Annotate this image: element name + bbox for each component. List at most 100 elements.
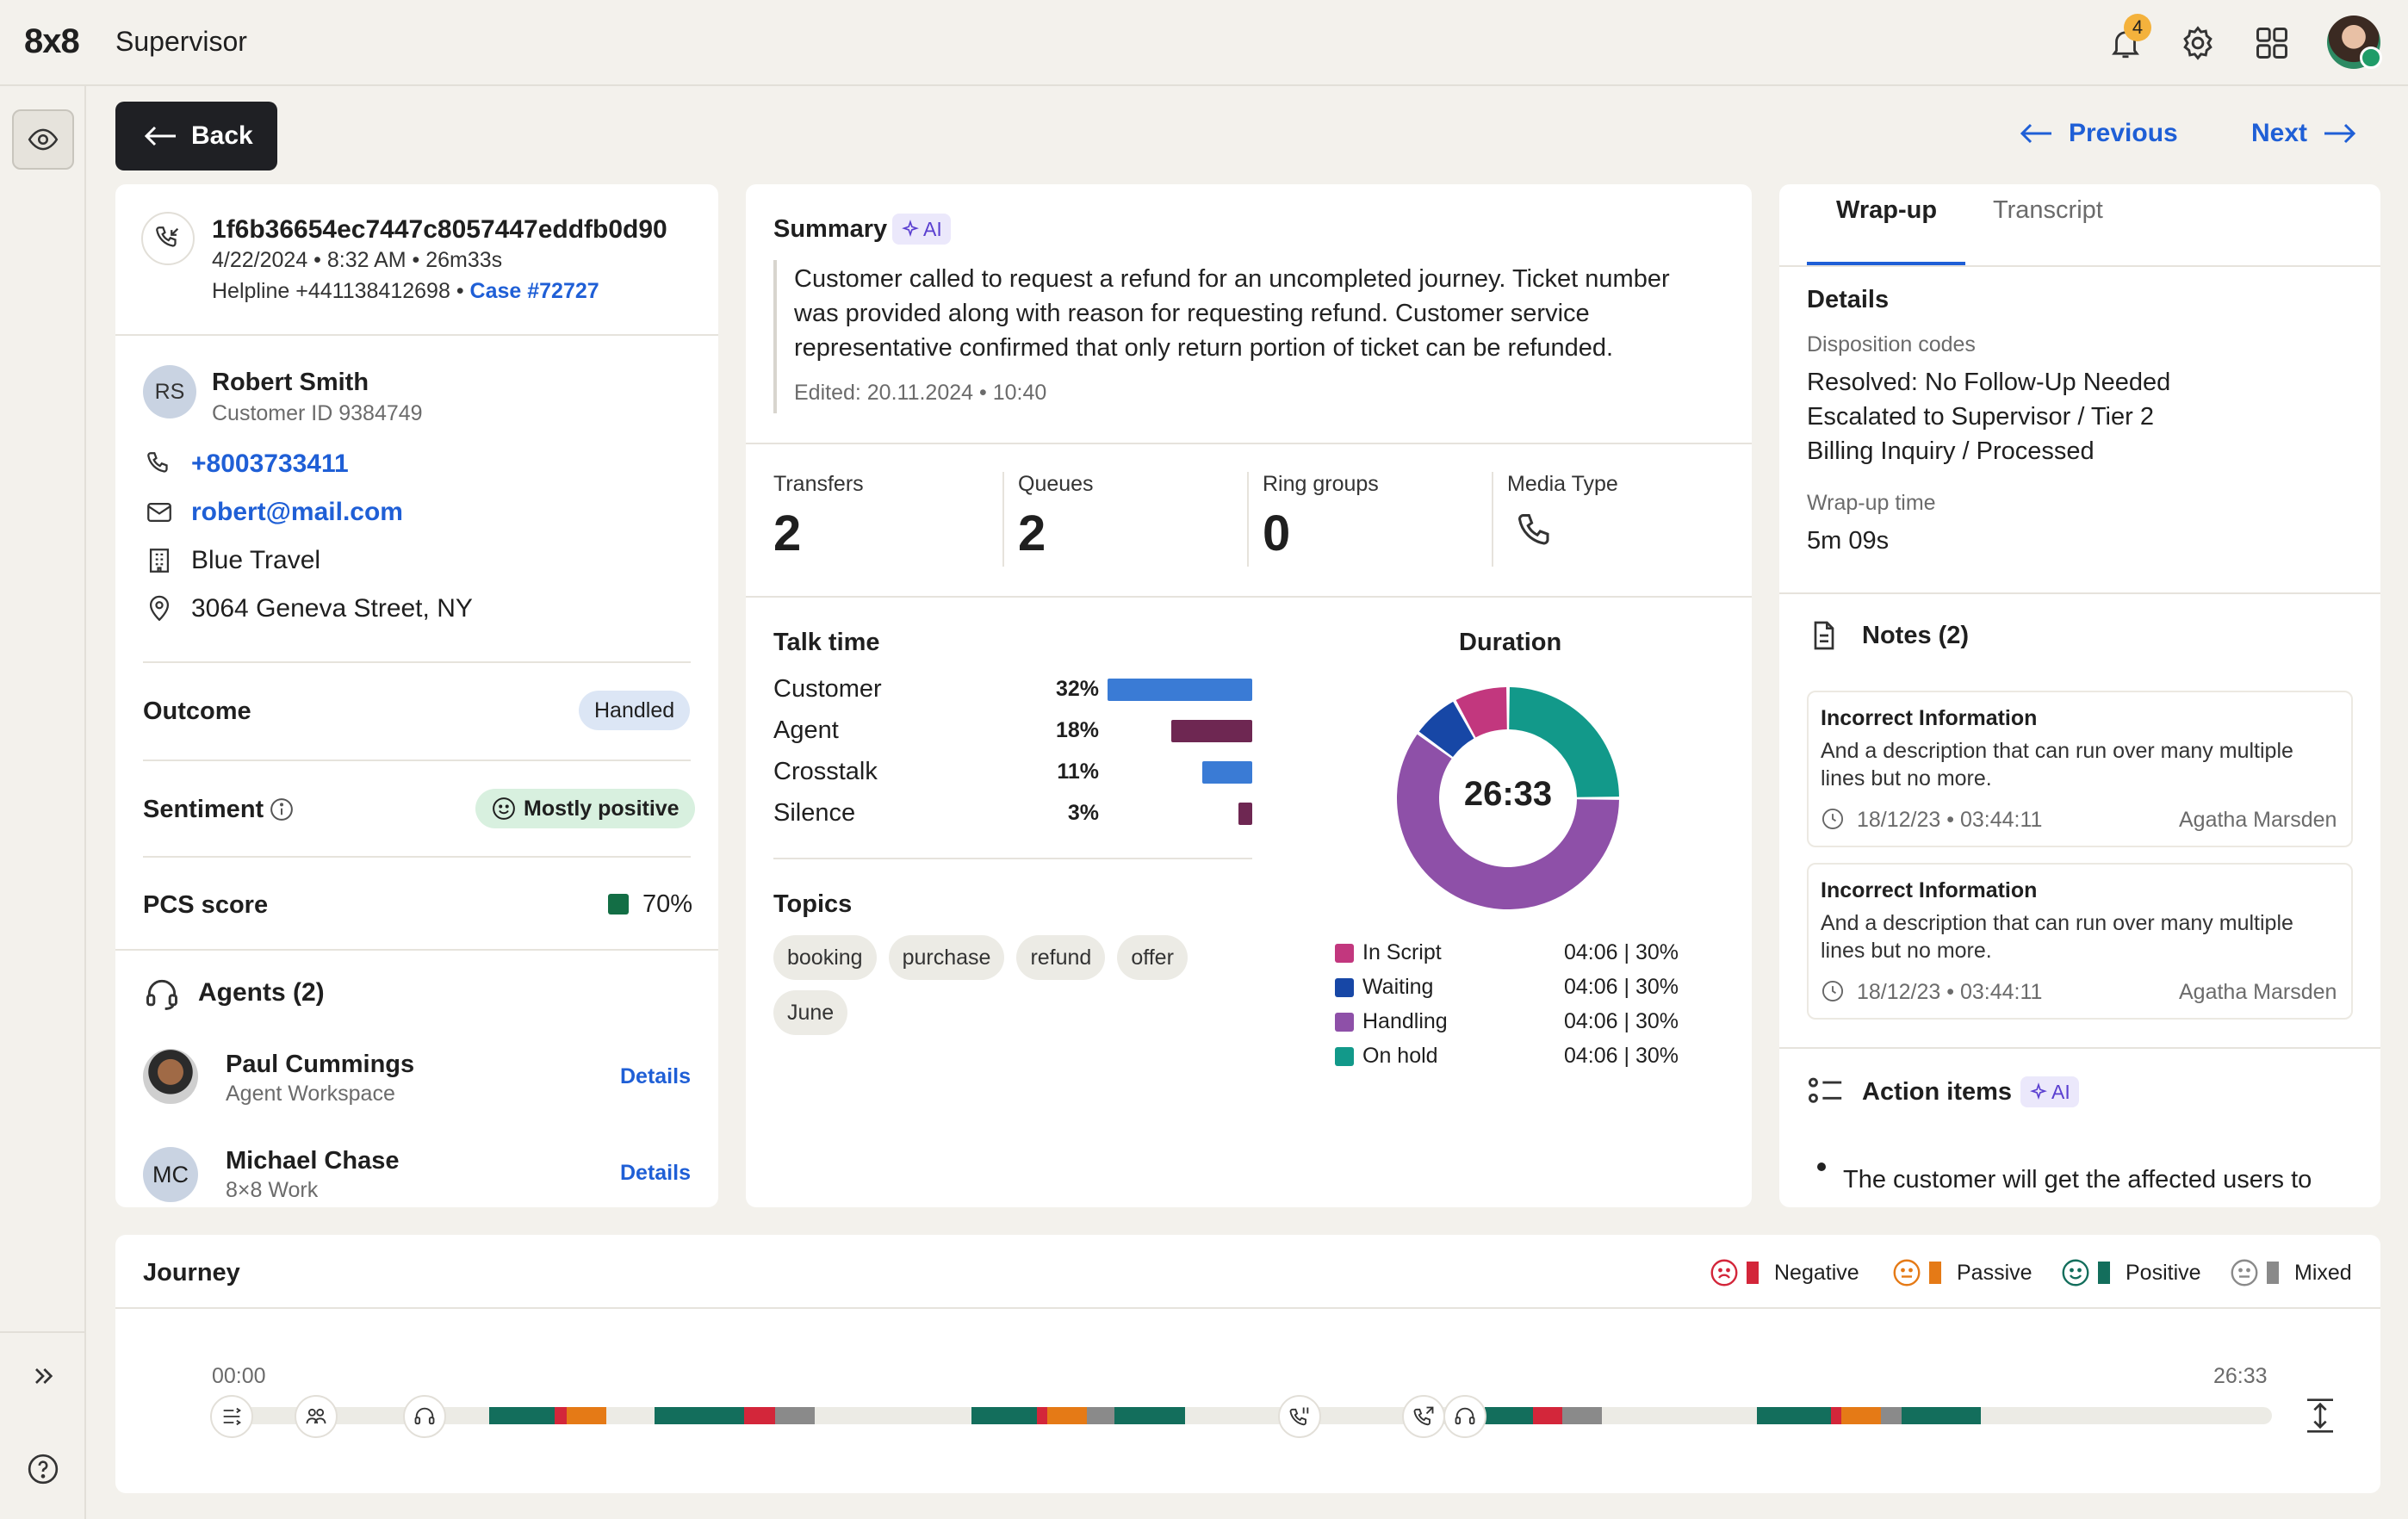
talk-time-bar bbox=[1170, 720, 1252, 742]
topic-tag[interactable]: offer bbox=[1117, 935, 1188, 980]
segment-negative[interactable] bbox=[1831, 1407, 1841, 1424]
headset-icon[interactable] bbox=[403, 1395, 446, 1438]
previous-label: Previous bbox=[2069, 119, 2178, 147]
segment-positive[interactable] bbox=[1757, 1407, 1831, 1424]
customer-email-link[interactable]: robert@mail.com bbox=[191, 498, 403, 526]
agent-details-link[interactable]: Details bbox=[620, 1161, 691, 1185]
segment-negative[interactable] bbox=[1533, 1407, 1562, 1424]
talk-time-bar bbox=[1238, 803, 1252, 825]
donut-slice-waiting[interactable] bbox=[1418, 701, 1474, 758]
ai-badge: AI bbox=[892, 214, 951, 245]
stat-divider bbox=[1247, 472, 1249, 567]
legend-swatch bbox=[1929, 1262, 1941, 1284]
topic-tag[interactable]: June bbox=[773, 990, 848, 1035]
stat-divider bbox=[1492, 472, 1493, 567]
segment-positive[interactable] bbox=[1114, 1407, 1185, 1424]
stat-label: Queues bbox=[1018, 472, 1094, 496]
gear-icon[interactable] bbox=[2175, 21, 2220, 65]
agent-role: Agent Workspace bbox=[226, 1082, 395, 1106]
previous-button[interactable]: Previous bbox=[2019, 119, 2178, 148]
summary-edited: Edited: 20.11.2024 • 10:40 bbox=[794, 381, 1047, 405]
duration-center: 26:33 bbox=[1463, 775, 1553, 813]
next-button[interactable]: Next bbox=[2251, 119, 2357, 148]
customer-phone-link[interactable]: +8003733411 bbox=[191, 450, 349, 478]
apps-grid-icon[interactable] bbox=[2250, 21, 2294, 65]
note-card[interactable] bbox=[1807, 863, 2353, 1020]
segment-passive[interactable] bbox=[1841, 1407, 1881, 1424]
segment-positive[interactable] bbox=[1902, 1407, 1981, 1424]
eye-icon[interactable] bbox=[12, 109, 74, 170]
legend-swatch bbox=[1335, 1047, 1354, 1066]
queue-icon[interactable] bbox=[295, 1395, 338, 1438]
agent-details-link[interactable]: Details bbox=[620, 1064, 691, 1088]
donut-slice-handling[interactable] bbox=[1397, 734, 1619, 909]
tab-wrap-up[interactable]: Wrap-up bbox=[1836, 196, 1938, 224]
customer-avatar: RS bbox=[143, 365, 196, 418]
journey-end-time: 26:33 bbox=[2213, 1364, 2268, 1388]
hold-call-icon[interactable] bbox=[1278, 1395, 1321, 1438]
segment-passive[interactable] bbox=[567, 1407, 606, 1424]
legend-value: 04:06 | 30% bbox=[1564, 1009, 1679, 1033]
note-time: 18/12/23 • 03:44:11 bbox=[1857, 980, 2043, 1004]
disposition-code: Escalated to Supervisor / Tier 2 bbox=[1807, 403, 2154, 431]
donut-slice-on-hold[interactable] bbox=[1509, 687, 1619, 797]
help-icon[interactable] bbox=[26, 1452, 60, 1491]
agent-avatar: MC bbox=[143, 1147, 198, 1202]
topic-tag[interactable]: booking bbox=[773, 935, 877, 980]
agent-name: Paul Cummings bbox=[226, 1051, 415, 1078]
topics-title: Topics bbox=[773, 890, 853, 918]
segment-positive[interactable] bbox=[489, 1407, 555, 1424]
note-body: And a description that can run over many… bbox=[1821, 739, 2293, 790]
customer-address: 3064 Geneva Street, NY bbox=[191, 594, 473, 623]
segment-mixed[interactable] bbox=[1562, 1407, 1602, 1424]
location-pin-icon bbox=[145, 594, 174, 628]
talk-time-title: Talk time bbox=[773, 629, 880, 656]
building-icon bbox=[145, 546, 174, 580]
arrow-left-icon bbox=[2020, 123, 2051, 144]
info-icon[interactable] bbox=[269, 797, 295, 827]
talk-time-pct: 3% bbox=[1067, 801, 1099, 825]
phone-icon bbox=[1514, 510, 1559, 559]
headset-icon[interactable] bbox=[1443, 1395, 1486, 1438]
segment-negative[interactable] bbox=[744, 1407, 775, 1424]
tab-transcript[interactable]: Transcript bbox=[1993, 196, 2103, 224]
donut-slice-in-script[interactable] bbox=[1455, 687, 1507, 738]
stat-divider bbox=[1002, 472, 1004, 567]
case-link[interactable]: Case #72727 bbox=[469, 279, 599, 303]
segment-mixed[interactable] bbox=[1087, 1407, 1114, 1424]
legend-value: 04:06 | 30% bbox=[1564, 975, 1679, 999]
left-rail bbox=[0, 86, 86, 1519]
journey-start-time: 00:00 bbox=[212, 1364, 266, 1388]
agent-avatar bbox=[143, 1049, 198, 1104]
expand-chevrons-icon[interactable] bbox=[29, 1362, 57, 1394]
expand-vertical-icon[interactable] bbox=[2303, 1397, 2337, 1439]
talk-time-label: Agent bbox=[773, 716, 839, 744]
clock-icon bbox=[1821, 979, 1845, 1008]
topic-tag[interactable]: purchase bbox=[888, 935, 1005, 980]
segment-mixed[interactable] bbox=[1881, 1407, 1902, 1424]
segment-positive[interactable] bbox=[1485, 1407, 1533, 1424]
segment-positive[interactable] bbox=[971, 1407, 1037, 1424]
details-title: Details bbox=[1807, 286, 1890, 313]
note-card[interactable] bbox=[1807, 691, 2353, 847]
document-icon bbox=[1807, 617, 1841, 659]
segment-positive[interactable] bbox=[655, 1407, 744, 1424]
stat-label: Media Type bbox=[1507, 472, 1618, 496]
notification-badge: 4 bbox=[2124, 14, 2151, 41]
divider bbox=[1779, 592, 2380, 594]
stat-label: Ring groups bbox=[1263, 472, 1379, 496]
ivr-icon[interactable] bbox=[210, 1395, 253, 1438]
negative-face-icon bbox=[1709, 1257, 1740, 1293]
topic-tag[interactable]: refund bbox=[1016, 935, 1106, 980]
divider bbox=[115, 949, 718, 951]
segment-mixed[interactable] bbox=[775, 1407, 815, 1424]
segment-negative[interactable] bbox=[1037, 1407, 1047, 1424]
stat-label: Transfers bbox=[773, 472, 864, 496]
wrapup-time-label: Wrap-up time bbox=[1807, 491, 1936, 515]
legend-label: Positive bbox=[2126, 1261, 2201, 1285]
segment-passive[interactable] bbox=[1047, 1407, 1087, 1424]
segment-negative[interactable] bbox=[555, 1407, 567, 1424]
transfer-call-icon[interactable] bbox=[1402, 1395, 1445, 1438]
back-button[interactable]: Back bbox=[115, 102, 277, 170]
legend-swatch bbox=[1747, 1262, 1759, 1284]
